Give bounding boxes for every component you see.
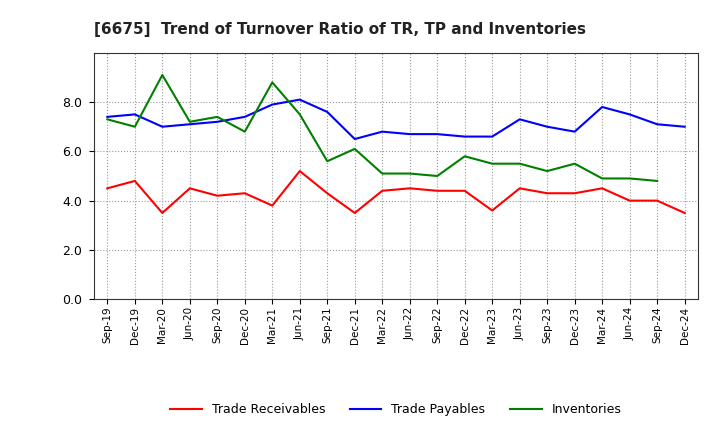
Inventories bbox=[653, 178, 662, 183]
Trade Payables bbox=[516, 117, 524, 122]
Trade Payables bbox=[653, 121, 662, 127]
Inventories bbox=[433, 173, 441, 179]
Trade Payables bbox=[378, 129, 387, 134]
Inventories bbox=[570, 161, 579, 166]
Inventories bbox=[351, 146, 359, 151]
Trade Payables bbox=[598, 104, 606, 110]
Inventories bbox=[405, 171, 414, 176]
Line: Inventories: Inventories bbox=[107, 75, 657, 181]
Trade Payables bbox=[543, 124, 552, 129]
Trade Receivables bbox=[186, 186, 194, 191]
Trade Receivables bbox=[543, 191, 552, 196]
Trade Payables bbox=[680, 124, 689, 129]
Inventories bbox=[516, 161, 524, 166]
Trade Payables bbox=[103, 114, 112, 120]
Trade Payables bbox=[626, 112, 634, 117]
Trade Receivables bbox=[158, 210, 166, 216]
Trade Payables bbox=[213, 119, 222, 125]
Inventories bbox=[295, 112, 304, 117]
Trade Payables bbox=[433, 132, 441, 137]
Inventories bbox=[543, 169, 552, 174]
Trade Payables bbox=[570, 129, 579, 134]
Trade Receivables bbox=[460, 188, 469, 194]
Trade Receivables bbox=[268, 203, 276, 208]
Trade Receivables bbox=[240, 191, 249, 196]
Trade Receivables bbox=[433, 188, 441, 194]
Inventories bbox=[460, 154, 469, 159]
Trade Payables bbox=[130, 112, 139, 117]
Inventories bbox=[103, 117, 112, 122]
Inventories bbox=[626, 176, 634, 181]
Trade Payables bbox=[158, 124, 166, 129]
Trade Receivables bbox=[626, 198, 634, 203]
Trade Receivables bbox=[103, 186, 112, 191]
Trade Payables bbox=[295, 97, 304, 102]
Text: [6675]  Trend of Turnover Ratio of TR, TP and Inventories: [6675] Trend of Turnover Ratio of TR, TP… bbox=[94, 22, 585, 37]
Inventories bbox=[378, 171, 387, 176]
Inventories bbox=[130, 124, 139, 129]
Trade Payables bbox=[240, 114, 249, 120]
Trade Payables bbox=[405, 132, 414, 137]
Trade Payables bbox=[488, 134, 497, 139]
Line: Trade Payables: Trade Payables bbox=[107, 99, 685, 139]
Trade Receivables bbox=[598, 186, 606, 191]
Trade Receivables bbox=[570, 191, 579, 196]
Trade Payables bbox=[268, 102, 276, 107]
Trade Receivables bbox=[351, 210, 359, 216]
Trade Receivables bbox=[516, 186, 524, 191]
Trade Payables bbox=[460, 134, 469, 139]
Inventories bbox=[158, 72, 166, 77]
Line: Trade Receivables: Trade Receivables bbox=[107, 171, 685, 213]
Trade Payables bbox=[323, 109, 332, 114]
Trade Receivables bbox=[488, 208, 497, 213]
Trade Receivables bbox=[213, 193, 222, 198]
Trade Payables bbox=[186, 121, 194, 127]
Trade Receivables bbox=[405, 186, 414, 191]
Inventories bbox=[598, 176, 606, 181]
Trade Receivables bbox=[653, 198, 662, 203]
Inventories bbox=[268, 80, 276, 85]
Trade Receivables bbox=[680, 210, 689, 216]
Inventories bbox=[186, 119, 194, 125]
Legend: Trade Receivables, Trade Payables, Inventories: Trade Receivables, Trade Payables, Inven… bbox=[166, 398, 626, 421]
Trade Receivables bbox=[130, 178, 139, 183]
Inventories bbox=[240, 129, 249, 134]
Inventories bbox=[213, 114, 222, 120]
Trade Receivables bbox=[323, 191, 332, 196]
Trade Receivables bbox=[378, 188, 387, 194]
Trade Payables bbox=[351, 136, 359, 142]
Trade Receivables bbox=[295, 169, 304, 174]
Inventories bbox=[488, 161, 497, 166]
Inventories bbox=[323, 158, 332, 164]
